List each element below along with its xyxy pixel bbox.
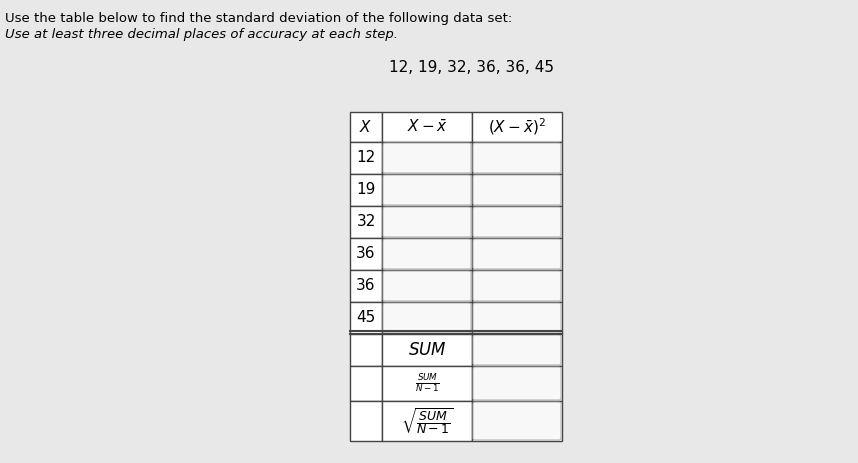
Text: $\sqrt{\dfrac{\mathit{SUM}}{\mathit{N}-1}}$: $\sqrt{\dfrac{\mathit{SUM}}{\mathit{N}-1…	[401, 406, 454, 436]
Text: 19: 19	[356, 182, 376, 198]
Bar	[350, 366, 382, 401]
Text: $(\mathit{X} - \bar{\mathit{x}})^2$: $(\mathit{X} - \bar{\mathit{x}})^2$	[488, 117, 546, 138]
FancyBboxPatch shape	[473, 175, 561, 205]
Text: $\mathit{X} - \bar{\mathit{x}}$: $\mathit{X} - \bar{\mathit{x}}$	[407, 119, 448, 135]
Bar	[472, 238, 562, 270]
FancyBboxPatch shape	[383, 207, 471, 237]
Bar	[382, 334, 472, 366]
Text: 36: 36	[356, 246, 376, 262]
Bar	[382, 366, 472, 401]
Bar	[350, 401, 382, 441]
FancyBboxPatch shape	[473, 303, 561, 333]
Bar	[382, 238, 472, 270]
Text: 12: 12	[356, 150, 376, 165]
FancyBboxPatch shape	[473, 239, 561, 269]
Bar	[350, 174, 382, 206]
Bar	[350, 270, 382, 302]
Text: 36: 36	[356, 279, 376, 294]
Text: Use the table below to find the standard deviation of the following data set:: Use the table below to find the standard…	[5, 12, 512, 25]
FancyBboxPatch shape	[473, 143, 561, 173]
Bar	[472, 302, 562, 334]
Bar	[472, 270, 562, 302]
FancyBboxPatch shape	[473, 335, 561, 365]
Bar	[472, 206, 562, 238]
Bar	[350, 302, 382, 334]
Bar	[472, 334, 562, 366]
Bar	[472, 174, 562, 206]
Text: $\mathbf{\mathit{SUM}}$: $\mathbf{\mathit{SUM}}$	[408, 341, 446, 359]
Text: $\mathit{X}$: $\mathit{X}$	[360, 119, 372, 135]
Bar	[382, 270, 472, 302]
Text: Use at least three decimal places of accuracy at each step.: Use at least three decimal places of acc…	[5, 28, 398, 41]
FancyBboxPatch shape	[473, 402, 561, 440]
FancyBboxPatch shape	[473, 367, 561, 400]
Text: 12, 19, 32, 36, 36, 45: 12, 19, 32, 36, 36, 45	[390, 60, 554, 75]
FancyBboxPatch shape	[473, 207, 561, 237]
Bar	[350, 206, 382, 238]
Bar	[350, 238, 382, 270]
Bar	[382, 401, 472, 441]
Bar	[382, 174, 472, 206]
Bar	[350, 334, 382, 366]
Bar	[382, 302, 472, 334]
FancyBboxPatch shape	[383, 271, 471, 301]
Text: 45: 45	[356, 311, 376, 325]
FancyBboxPatch shape	[383, 143, 471, 173]
FancyBboxPatch shape	[473, 271, 561, 301]
Bar	[382, 206, 472, 238]
FancyBboxPatch shape	[383, 175, 471, 205]
FancyBboxPatch shape	[383, 239, 471, 269]
Text: 32: 32	[356, 214, 376, 230]
Bar	[472, 112, 562, 142]
Text: $\frac{\mathit{SUM}}{\mathit{N}-1}$: $\frac{\mathit{SUM}}{\mathit{N}-1}$	[414, 373, 439, 394]
Bar	[350, 142, 382, 174]
Bar	[472, 366, 562, 401]
Bar	[382, 142, 472, 174]
Bar	[350, 112, 382, 142]
FancyBboxPatch shape	[383, 303, 471, 333]
Bar	[382, 112, 472, 142]
Bar	[472, 401, 562, 441]
Bar	[472, 142, 562, 174]
